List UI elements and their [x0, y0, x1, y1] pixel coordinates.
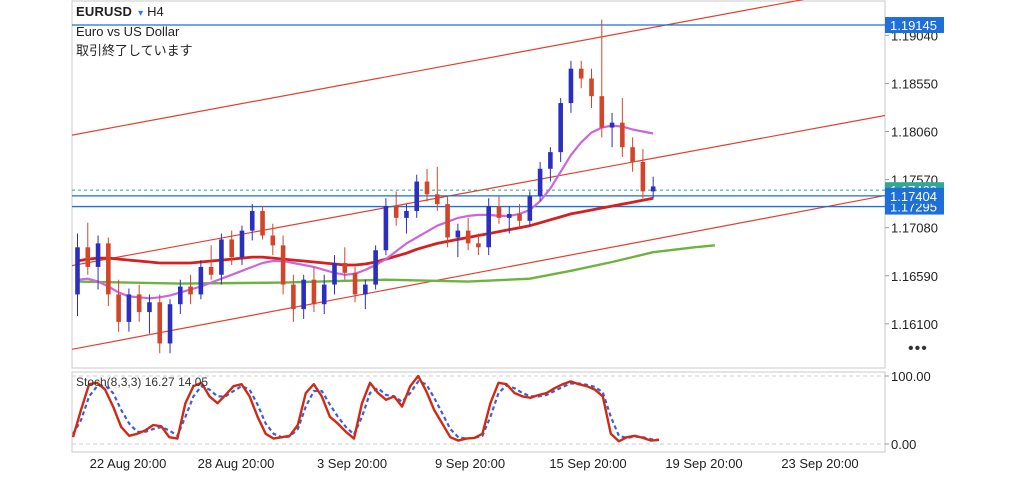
stoch-plot	[72, 374, 660, 443]
candle-body	[321, 284, 327, 305]
candle-body	[435, 194, 440, 205]
channel-line-middle	[72, 114, 885, 267]
ma-slow-line	[77, 244, 716, 285]
candle-body	[517, 213, 522, 221]
candle-body	[455, 230, 461, 238]
candle-body	[620, 122, 625, 148]
candle-body	[599, 96, 605, 128]
stoch-tick-label: 100.00	[891, 369, 931, 384]
candle-body	[106, 243, 111, 295]
candle-body	[537, 168, 543, 197]
candle-body	[219, 239, 224, 275]
candle-body	[342, 262, 348, 273]
candle-body	[95, 243, 101, 267]
candle-body	[270, 235, 276, 246]
candle-body	[291, 284, 296, 310]
candle-body	[393, 206, 399, 218]
candle-body	[578, 68, 584, 79]
candle-body	[383, 206, 389, 251]
stoch-main-line	[72, 374, 660, 443]
top-hline-price-tag: 1.19145	[890, 18, 937, 33]
candle-body	[373, 250, 378, 285]
time-tick-label: 22 Aug 20:00	[90, 456, 167, 471]
candle-body	[147, 302, 152, 313]
ma-mid-line	[77, 196, 654, 267]
price-plot	[72, 0, 885, 354]
time-tick-label: 9 Sep 20:00	[435, 456, 505, 471]
candle-body	[239, 230, 245, 258]
candle-body	[198, 266, 204, 295]
candle-body	[126, 294, 132, 322]
candle-body	[496, 206, 502, 218]
price-panel-frame	[71, 0, 886, 369]
stoch-signal-line	[72, 380, 660, 441]
candle-body	[178, 286, 183, 305]
stochastic-panel-frame	[71, 371, 886, 453]
channel-line-lower	[72, 194, 885, 350]
candle-body	[116, 294, 121, 322]
candle-body	[650, 186, 656, 192]
price-tick-label: 1.16590	[891, 269, 938, 284]
ma-fast-line	[77, 124, 654, 300]
candle-body	[280, 245, 286, 285]
candle-body	[404, 210, 409, 218]
candle-body	[229, 239, 234, 258]
time-tick-label: 28 Aug 20:00	[198, 456, 275, 471]
candle-body	[85, 247, 91, 267]
last-price-tag: 1.17404	[890, 189, 937, 204]
candle-body	[188, 286, 193, 295]
channel-line-upper	[72, 0, 805, 136]
candle-body	[260, 210, 265, 236]
more-dots-icon[interactable]: •••	[908, 340, 928, 357]
symbol-label[interactable]: EURUSD	[76, 4, 133, 19]
price-tick-label: 1.18060	[891, 124, 938, 139]
candle-body	[208, 266, 214, 275]
timeframe-label[interactable]: H4	[147, 4, 164, 19]
time-tick-label: 19 Sep 20:00	[665, 456, 742, 471]
time-tick-label: 15 Sep 20:00	[549, 456, 626, 471]
candle-body	[568, 68, 574, 104]
candle-body	[465, 230, 471, 244]
candle-body	[486, 206, 491, 248]
candle-body	[363, 284, 368, 295]
top-hline-price-tag-bg	[885, 17, 944, 34]
candle-body	[249, 210, 255, 231]
instrument-name: Euro vs US Dollar	[76, 24, 180, 39]
market-status: 取引終了しています	[76, 43, 193, 58]
candle-body	[167, 304, 173, 344]
candle-body	[589, 78, 594, 97]
symbol-dropdown-icon[interactable]: ▾	[138, 8, 144, 19]
candle-body	[301, 279, 306, 310]
candle-body	[311, 279, 317, 305]
candle-body	[558, 103, 563, 153]
candle-body	[157, 302, 163, 344]
price-tick-label: 1.18550	[891, 76, 938, 91]
candle-body	[609, 122, 615, 128]
symbol-header[interactable]: EURUSD ▾ H4	[76, 4, 164, 19]
candle-body	[75, 247, 80, 295]
candle-body	[476, 243, 481, 248]
time-tick-label: 3 Sep 20:00	[317, 456, 387, 471]
time-tick-label: 23 Sep 20:00	[781, 456, 858, 471]
candle-body	[506, 213, 512, 218]
candle-body	[630, 147, 635, 162]
candle-body	[527, 196, 533, 221]
candle-body	[352, 272, 358, 295]
price-tick-label: 1.17080	[891, 221, 938, 236]
last-price-tag-bg	[885, 187, 944, 204]
price-tick-label: 1.16100	[891, 317, 938, 332]
candle-body	[424, 181, 430, 195]
candle-body	[548, 152, 553, 169]
stochastic-label: Stoch(8,3,3) 16.27 14.05	[76, 375, 209, 389]
candle-body	[640, 161, 646, 192]
candle-body	[445, 204, 450, 238]
candle-body	[332, 262, 337, 285]
candle-body	[414, 181, 420, 211]
stoch-tick-label: 0.00	[891, 437, 916, 452]
candle-body	[136, 294, 142, 313]
